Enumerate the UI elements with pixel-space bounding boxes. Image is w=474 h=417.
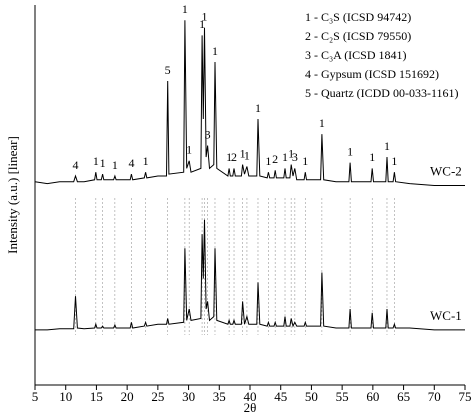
legend-note: 4 - Gypsum (ICSD 151692) xyxy=(305,67,439,81)
peak-label: 2 xyxy=(231,150,237,164)
peak-label: 1 xyxy=(226,150,232,164)
peak-label: 1 xyxy=(93,154,99,168)
x-tick-label: 35 xyxy=(213,389,226,404)
peak-label: 4 xyxy=(73,158,79,172)
legend-note: 5 - Quartz (ICDD 00-033-1161) xyxy=(305,86,459,100)
peak-label: 1 xyxy=(244,148,250,162)
peak-label: 1 xyxy=(282,150,288,164)
x-tick-label: 45 xyxy=(274,389,287,404)
peak-label: 1 xyxy=(255,101,261,115)
peak-label: 4 xyxy=(128,156,134,170)
peak-label: 1 xyxy=(202,10,208,24)
series-label: WC-1 xyxy=(430,308,462,323)
peak-label: 1 xyxy=(369,150,375,164)
peak-label: 1 xyxy=(384,139,390,153)
peak-label: 1 xyxy=(240,146,246,160)
peak-label: 1 xyxy=(391,154,397,168)
x-tick-label: 10 xyxy=(59,389,72,404)
x-tick-label: 15 xyxy=(90,389,103,404)
x-tick-label: 75 xyxy=(459,389,472,404)
peak-label: 1 xyxy=(100,156,106,170)
x-tick-label: 20 xyxy=(121,389,134,404)
x-tick-label: 30 xyxy=(182,389,195,404)
peak-label: 1 xyxy=(182,2,188,16)
x-tick-label: 40 xyxy=(244,389,257,404)
peak-label: 1 xyxy=(143,154,149,168)
peak-label: 1 xyxy=(347,144,353,158)
x-axis-label: 2θ xyxy=(244,400,257,415)
peak-label: 1 xyxy=(319,116,325,130)
x-tick-label: 25 xyxy=(151,389,164,404)
peak-label: 1 xyxy=(212,44,218,58)
peak-label: 1 xyxy=(288,146,294,160)
peak-label: 3 xyxy=(205,127,211,141)
x-tick-label: 50 xyxy=(305,389,318,404)
peak-label: 1 xyxy=(199,17,205,31)
peak-label: 3 xyxy=(292,150,298,164)
peak-label: 1 xyxy=(112,158,118,172)
legend-note: 3 - C₃A (ICSD 1841) xyxy=(305,48,407,62)
peak-label: 1 xyxy=(186,143,192,157)
series-line xyxy=(35,219,465,331)
x-tick-label: 65 xyxy=(397,389,410,404)
series-line xyxy=(34,20,465,186)
x-tick-label: 55 xyxy=(336,389,349,404)
peak-label: 1 xyxy=(265,154,271,168)
y-axis-label: Intensity (a.u.) [linear] xyxy=(5,136,20,254)
x-tick-label: 60 xyxy=(366,389,379,404)
x-tick-label: 70 xyxy=(428,389,441,404)
series-label: WC-2 xyxy=(430,163,462,178)
x-tick-label: 5 xyxy=(32,389,39,404)
peak-label: 1 xyxy=(302,154,308,168)
peak-label: 5 xyxy=(165,63,171,77)
legend-note: 2 - C₂S (ICSD 79550) xyxy=(305,29,411,43)
peak-label: 2 xyxy=(272,152,278,166)
legend-note: 1 - C₃S (ICSD 94742) xyxy=(305,10,411,24)
